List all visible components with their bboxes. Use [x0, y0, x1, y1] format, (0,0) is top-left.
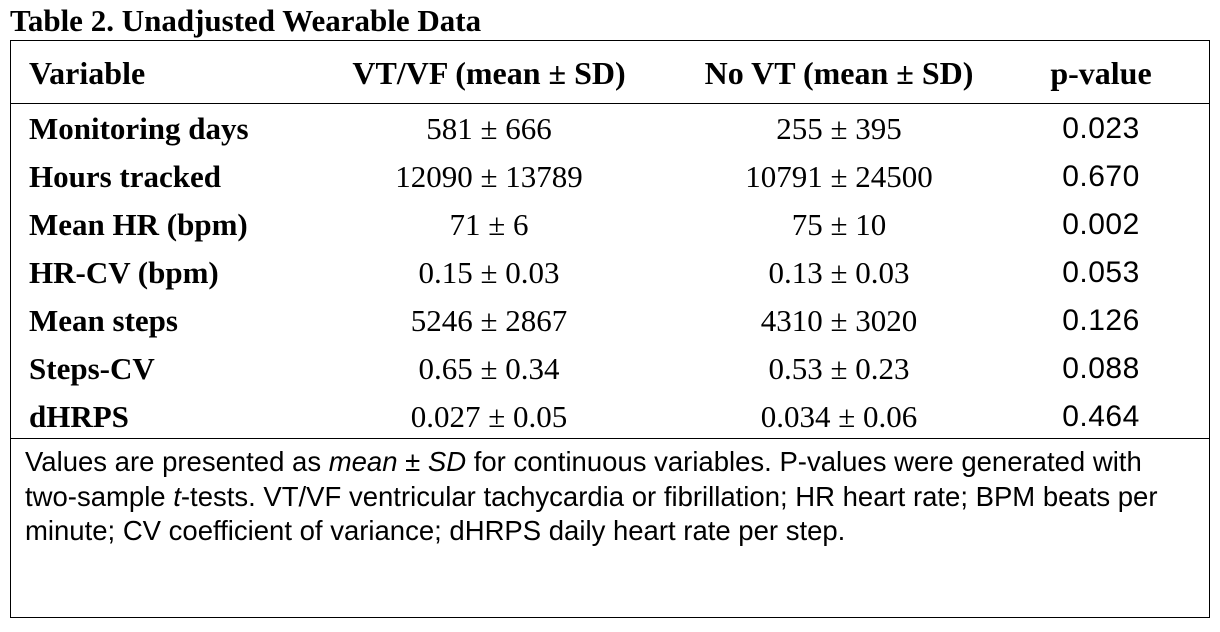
p-value-cell: 0.053 [1062, 256, 1140, 289]
vtvf-cell: 0.65 ± 0.34 [418, 351, 560, 386]
vtvf-cell: 12090 ± 13789 [395, 159, 583, 194]
variable-cell: Monitoring days [29, 111, 249, 146]
footnote-mean-sd: mean ± SD [328, 446, 467, 477]
footnote-text-1: Values are presented as [25, 446, 329, 477]
novt-cell: 0.13 ± 0.03 [768, 255, 910, 290]
table-row: Mean HR (bpm) 71 ± 6 75 ± 10 0.002 [11, 201, 1209, 249]
table-row: Steps-CV 0.65 ± 0.34 0.53 ± 0.23 0.088 [11, 345, 1209, 393]
p-value-cell: 0.126 [1062, 304, 1140, 337]
table-row: Hours tracked 12090 ± 13789 10791 ± 2450… [11, 153, 1209, 201]
vtvf-cell: 581 ± 666 [426, 111, 552, 146]
novt-cell: 0.53 ± 0.23 [768, 351, 910, 386]
footnote-divider [11, 438, 1209, 439]
column-header-novt: No VT (mean ± SD) [704, 55, 974, 91]
variable-cell: HR-CV (bpm) [29, 255, 219, 290]
table-row: HR-CV (bpm) 0.15 ± 0.03 0.13 ± 0.03 0.05… [11, 249, 1209, 297]
novt-cell: 4310 ± 3020 [760, 303, 918, 338]
variable-cell: Mean steps [29, 303, 178, 338]
column-header-variable: Variable [29, 55, 146, 91]
table-row: Monitoring days 581 ± 666 255 ± 395 0.02… [11, 105, 1209, 153]
table-row: dHRPS 0.027 ± 0.05 0.034 ± 0.06 0.464 [11, 393, 1209, 441]
novt-cell: 75 ± 10 [791, 207, 887, 242]
variable-cell: dHRPS [29, 399, 129, 434]
footnote-text-2: for continuous variables. P-values were … [25, 446, 1142, 512]
column-header-p-value: p-value [1050, 55, 1152, 91]
p-value-cell: 0.464 [1062, 400, 1140, 433]
table-footnote: Values are presented as mean ± SD for co… [25, 445, 1197, 549]
p-value-cell: 0.002 [1062, 208, 1140, 241]
novt-cell: 10791 ± 24500 [745, 159, 933, 194]
table-frame: Variable VT/VF (mean ± SD) No VT (mean ±… [10, 40, 1210, 618]
variable-cell: Hours tracked [29, 159, 222, 194]
vtvf-cell: 0.027 ± 0.05 [410, 399, 568, 434]
p-value-cell: 0.088 [1062, 352, 1140, 385]
variable-cell: Mean HR (bpm) [29, 207, 248, 242]
column-header-vtvf: VT/VF (mean ± SD) [352, 55, 626, 91]
variable-cell: Steps-CV [29, 351, 155, 386]
vtvf-cell: 5246 ± 2867 [410, 303, 568, 338]
vtvf-cell: 71 ± 6 [449, 207, 529, 242]
novt-cell: 0.034 ± 0.06 [760, 399, 918, 434]
novt-cell: 255 ± 395 [776, 111, 902, 146]
header-divider [11, 103, 1209, 104]
table-row: Mean steps 5246 ± 2867 4310 ± 3020 0.126 [11, 297, 1209, 345]
footnote-t: t [173, 480, 181, 512]
p-value-cell: 0.023 [1062, 112, 1140, 145]
footnote-text-3: -tests. VT/VF ventricular tachycardia or… [25, 480, 1158, 547]
vtvf-cell: 0.15 ± 0.03 [418, 255, 560, 290]
p-value-cell: 0.670 [1062, 160, 1140, 193]
table-title: Table 2. Unadjusted Wearable Data [10, 3, 482, 38]
